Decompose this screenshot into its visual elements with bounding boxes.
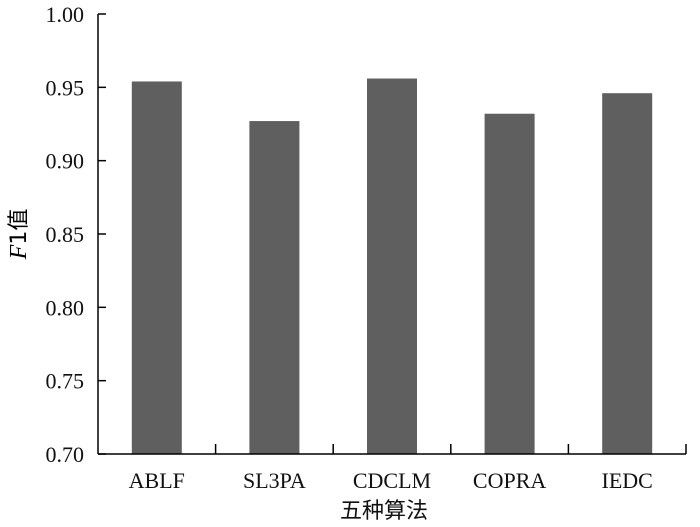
y-axis-title-rest: 1值: [7, 209, 32, 245]
y-axis-title-italic: F: [6, 244, 32, 260]
x-category-label: ABLF: [129, 468, 185, 493]
y-tick-label: 0.90: [46, 149, 85, 174]
x-category-label: COPRA: [473, 468, 546, 493]
y-tick-label: 1.00: [46, 2, 85, 27]
x-axis-title: 五种算法: [340, 499, 428, 524]
bar-sl3pa: [249, 121, 300, 455]
y-tick-label: 0.85: [46, 222, 85, 247]
y-tick-label: 0.95: [46, 75, 85, 100]
y-axis-title: F1值: [6, 209, 32, 261]
y-tick-label: 0.75: [46, 369, 85, 394]
bar-iedc: [602, 93, 653, 454]
x-ticks-group: ABLF SL3PA CDCLM COPRA IEDC: [129, 444, 653, 493]
bar-ablf: [131, 81, 182, 454]
x-category-label: IEDC: [602, 468, 653, 493]
x-category-label: CDCLM: [353, 468, 431, 493]
bar-cdclm: [367, 78, 417, 455]
bar-copra: [484, 113, 535, 454]
y-tick-label: 0.80: [46, 295, 85, 320]
x-category-label: SL3PA: [243, 468, 306, 493]
y-tick-label: 0.70: [46, 442, 85, 467]
y-ticks-group: 0.70 0.75 0.80 0.85 0.90 0.95 1.00: [46, 2, 106, 467]
bars-group: [131, 78, 653, 455]
